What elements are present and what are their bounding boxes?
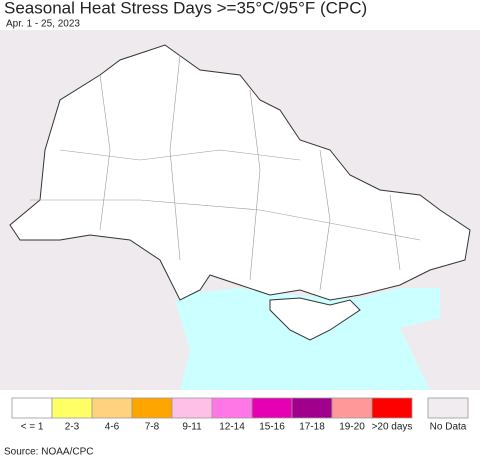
legend-swatch <box>51 397 93 419</box>
legend-label: 19-20 <box>339 422 365 433</box>
title: Seasonal Heat Stress Days >=35°C/95°F (C… <box>4 0 367 17</box>
legend-label: 15-16 <box>259 422 285 433</box>
subtitle: Apr. 1 - 25, 2023 <box>6 19 80 30</box>
peninsula <box>269 297 361 341</box>
legend-swatch <box>331 397 373 419</box>
legend-label: 7-8 <box>145 422 160 433</box>
legend-swatch <box>211 397 253 419</box>
legend-swatch <box>371 397 413 419</box>
country-region <box>9 44 471 301</box>
legend-swatch <box>131 397 173 419</box>
legend-label: >20 days <box>372 422 413 433</box>
legend-label: 17-18 <box>299 422 325 433</box>
source: Source: NOAA/CPC <box>4 447 93 458</box>
legend-swatch <box>251 397 293 419</box>
legend-label: No Data <box>430 422 467 433</box>
legend-label: 12-14 <box>219 422 245 433</box>
legend-label: < = 1 <box>21 422 44 433</box>
legend-label: 4-6 <box>105 422 120 433</box>
legend-label: 2-3 <box>65 422 80 433</box>
legend-swatch <box>427 397 469 419</box>
legend: < = 1 2-3 4-6 7-8 9-11 12-14 15-16 17-18 19-20 >2… <box>11 397 469 433</box>
legend-swatch <box>91 397 133 419</box>
legend-swatch <box>291 397 333 419</box>
legend-swatch <box>11 397 53 419</box>
legend-label: 9-11 <box>182 422 202 433</box>
legend-swatch <box>171 397 213 419</box>
admin-borders <box>30 54 421 291</box>
